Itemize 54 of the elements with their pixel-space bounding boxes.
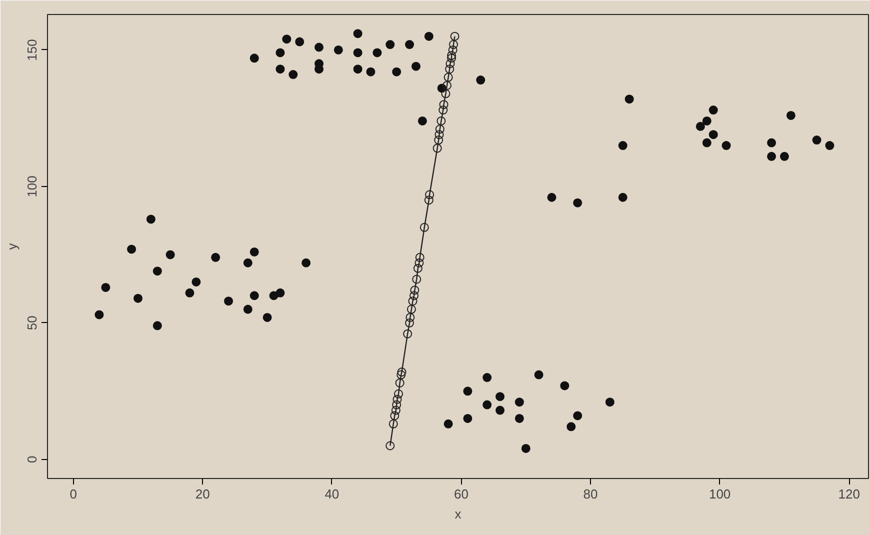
x-tick-label: 0	[70, 486, 77, 502]
point	[396, 370, 406, 380]
x-tick-label: 60	[454, 486, 468, 502]
point	[447, 54, 456, 63]
x-tick-label: 120	[838, 486, 860, 502]
point	[410, 286, 420, 295]
point	[448, 45, 458, 54]
y-tick-label: 0	[24, 456, 40, 464]
point	[412, 274, 422, 284]
x-tick-label: 100	[708, 486, 731, 502]
point	[410, 291, 419, 300]
point	[424, 196, 434, 205]
point	[403, 329, 412, 338]
x-tick-label: 40	[324, 486, 340, 502]
y-tick-label: 150	[24, 39, 40, 61]
point	[425, 190, 434, 200]
point	[386, 441, 395, 450]
y-tick-label: 100	[24, 176, 40, 198]
point	[436, 116, 446, 126]
point	[447, 50, 456, 60]
point	[391, 406, 400, 415]
point	[406, 304, 416, 314]
point	[388, 419, 398, 428]
point	[448, 40, 458, 50]
point	[408, 296, 418, 306]
point	[392, 394, 402, 404]
point	[432, 144, 442, 153]
point	[450, 32, 460, 41]
point	[439, 100, 448, 110]
point	[415, 252, 424, 262]
x-tick-label: 20	[195, 486, 210, 502]
point	[435, 124, 444, 134]
point	[446, 59, 455, 68]
point	[397, 368, 406, 377]
point	[438, 106, 448, 115]
x-axis-title: x	[454, 506, 462, 522]
point	[395, 378, 404, 388]
point	[434, 130, 444, 140]
point	[442, 80, 452, 90]
point	[420, 222, 429, 232]
point	[406, 312, 415, 322]
point	[445, 64, 454, 74]
x-tick-label: 80	[583, 486, 598, 502]
point	[441, 89, 450, 98]
point	[434, 136, 444, 145]
point	[413, 264, 422, 273]
point	[405, 318, 414, 328]
point	[414, 258, 424, 268]
point	[390, 411, 400, 420]
point	[394, 389, 404, 398]
y-tick-label: 50	[24, 316, 40, 330]
y-axis-title: y	[4, 242, 20, 250]
point	[392, 400, 402, 410]
point	[444, 72, 453, 82]
